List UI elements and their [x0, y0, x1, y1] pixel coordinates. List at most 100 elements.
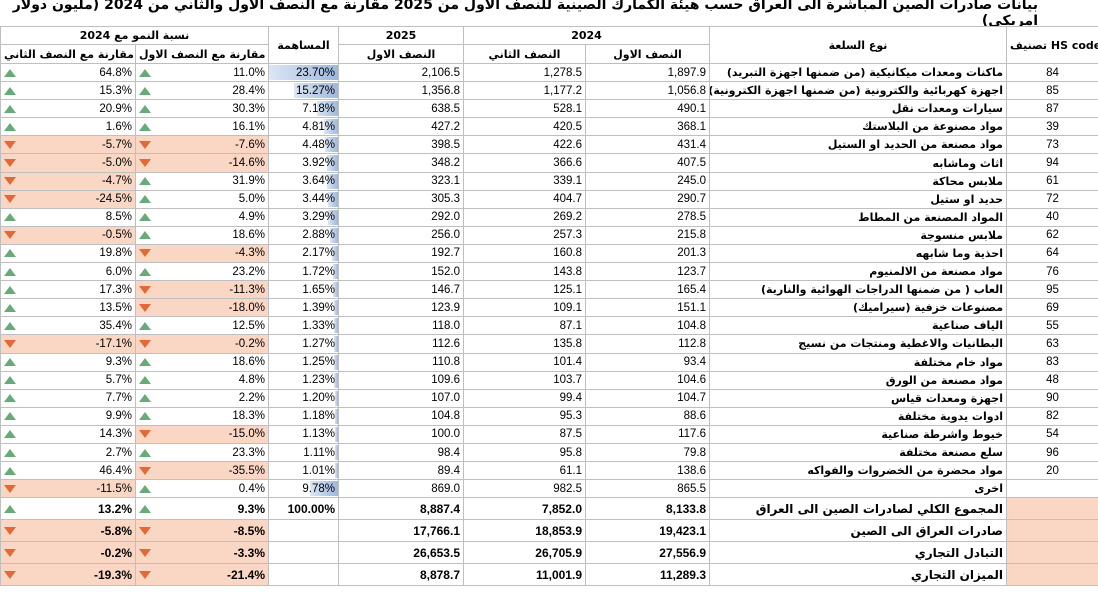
up-arrow-icon [139, 68, 151, 77]
table-row: 9.3% 18.6% 1.25% 110.8 101.4 93.4 مواد خام مخت… [0, 352, 1098, 372]
growth-vs-h1-value: 31.9% [232, 175, 265, 188]
total-share [268, 541, 339, 565]
growth-vs-h2-value: 15.3% [99, 84, 132, 97]
h1-2025-value: 123.9 [338, 298, 464, 318]
share-bar [334, 372, 338, 388]
table-row: 14.3% -15.0% 1.13% 100.0 87.5 117.6 خيوط واشرط… [0, 424, 1098, 444]
total-growth-vs-h1: -3.3% [135, 541, 269, 565]
down-arrow-icon [4, 570, 16, 579]
down-arrow-icon [4, 159, 16, 168]
down-arrow-icon [139, 526, 151, 535]
growth-vs-h1: 12.5% [135, 316, 269, 336]
h1-2024-value: 290.7 [585, 189, 710, 209]
growth-vs-h1-value: 18.3% [232, 410, 265, 423]
up-arrow-icon [4, 213, 16, 222]
growth-vs-h2-value: -4.7% [101, 175, 132, 188]
table-row: -0.5% 18.6% 2.88% 256.0 257.3 215.8 ملابس منسو… [0, 225, 1098, 245]
share-cell: 2.17% [268, 243, 339, 264]
h1-2025-value: 112.6 [338, 334, 464, 354]
h1-2024-value: 165.4 [585, 280, 710, 300]
growth-vs-h2-value: 64.8% [99, 66, 132, 79]
commodity-name: اخرى [709, 479, 1007, 499]
commodity-name: حديد او ستيل [709, 189, 1007, 209]
share-cell: 3.29% [268, 207, 339, 227]
total-h1-2024: 8,133.8 [585, 497, 710, 521]
commodity-name: مواد مصنعة من الحديد او الستيل [709, 135, 1007, 155]
growth-vs-h1: 2.2% [135, 388, 269, 408]
share-bar [329, 227, 338, 243]
growth-vs-h2-value: 8.5% [105, 211, 132, 224]
growth-vs-h2-value: 13.5% [99, 301, 132, 314]
share-cell: 1.18% [268, 406, 339, 426]
growth-vs-h2-value: 1.6% [105, 120, 132, 133]
h2-2024-value: 366.6 [463, 153, 586, 173]
hs-code: 76 [1006, 262, 1098, 282]
growth-vs-h2-value: 7.7% [105, 392, 132, 405]
h2-2024-value: 420.5 [463, 117, 586, 137]
share-bar [309, 481, 338, 497]
up-arrow-icon [139, 267, 151, 276]
table-row: 5.7% 4.8% 1.23% 109.6 103.7 104.6 مواد مصنعة م… [0, 370, 1098, 390]
total-growth-vs-h1-value: -8.5% [233, 523, 265, 538]
growth-vs-h1: 18.3% [135, 406, 269, 426]
growth-vs-h1-value: 4.9% [238, 211, 265, 224]
h1-2025-value: 292.0 [338, 207, 464, 227]
table-row: 19.8% -4.3% 2.17% 192.7 160.8 201.3 احذية وما … [0, 243, 1098, 264]
hs-code [1006, 479, 1098, 499]
growth-vs-h1: -0.2% [135, 334, 269, 354]
growth-vs-h1: -7.6% [135, 135, 269, 155]
up-arrow-icon [139, 448, 151, 457]
up-arrow-icon [4, 122, 16, 131]
total-growth-vs-h1: -21.4% [135, 563, 269, 587]
growth-vs-h1-value: 4.8% [238, 374, 265, 387]
commodity-name: المواد المصنعة من المطاط [709, 207, 1007, 227]
up-arrow-icon [4, 430, 16, 439]
down-arrow-icon [139, 285, 151, 294]
growth-vs-h1-value: -14.6% [228, 157, 265, 170]
h2-2024-value: 1,278.5 [463, 62, 586, 83]
growth-vs-h2: 20.9% [0, 99, 136, 119]
data-table: نسبة النمو مع 2024 المساهمة 2025 2024 نو… [0, 26, 1098, 587]
h1-2025-value: 427.2 [338, 117, 464, 137]
total-growth-vs-h2-value: -5.8% [100, 523, 132, 538]
down-arrow-icon [139, 303, 151, 312]
share-value: 1.27% [302, 337, 335, 350]
commodity-name: مواد خام مختلفة [709, 352, 1007, 372]
total-growth-vs-h2-value: 13.2% [97, 501, 132, 516]
share-cell: 2.88% [268, 225, 339, 245]
up-arrow-icon [139, 376, 151, 385]
growth-vs-h1-value: 5.0% [238, 193, 265, 206]
h1-2024-value: 490.1 [585, 99, 710, 119]
growth-vs-h1: 23.3% [135, 442, 269, 463]
growth-vs-h2: 9.9% [0, 406, 136, 426]
commodity-name: اجهزة كهربائية والكترونية (من ضمنها اجهز… [709, 81, 1007, 101]
h1-2025-value: 89.4 [338, 461, 464, 481]
h1-2024-value: 104.6 [585, 370, 710, 390]
share-bar [317, 101, 338, 117]
share-cell: 1.11% [268, 442, 339, 463]
h2-2024-value: 135.8 [463, 334, 586, 354]
total-growth-vs-h2-value: -0.2% [100, 545, 132, 560]
h1-2025-value: 638.5 [338, 99, 464, 119]
up-arrow-icon [139, 122, 151, 131]
growth-vs-h1: -15.0% [135, 424, 269, 444]
h1-2024-header: النصف الاول [585, 44, 710, 64]
h1-2024-value: 407.5 [585, 153, 710, 173]
down-arrow-icon [139, 249, 151, 258]
growth-vs-h1: 23.2% [135, 262, 269, 282]
table-row: 1.6% 16.1% 4.81% 427.2 420.5 368.1 مواد مصنوعة… [0, 117, 1098, 137]
up-arrow-icon [139, 358, 151, 367]
growth-vs-h1-value: 30.3% [232, 102, 265, 115]
h1-2025-value: 104.8 [338, 406, 464, 426]
table-row: 2.7% 23.3% 1.11% 98.4 95.8 79.8 سلع مصنعة مختل… [0, 442, 1098, 463]
down-arrow-icon [139, 570, 151, 579]
growth-header: نسبة النمو مع 2024 [0, 26, 269, 45]
h1-2024-value: 112.8 [585, 334, 710, 354]
hs-code: 72 [1006, 189, 1098, 209]
h1-2024-value: 104.8 [585, 316, 710, 336]
hs-code: 62 [1006, 225, 1098, 245]
total-h1-2025: 26,653.5 [338, 541, 464, 565]
total-growth-vs-h2: -5.8% [0, 519, 136, 543]
h1-2025-value: 98.4 [338, 442, 464, 463]
